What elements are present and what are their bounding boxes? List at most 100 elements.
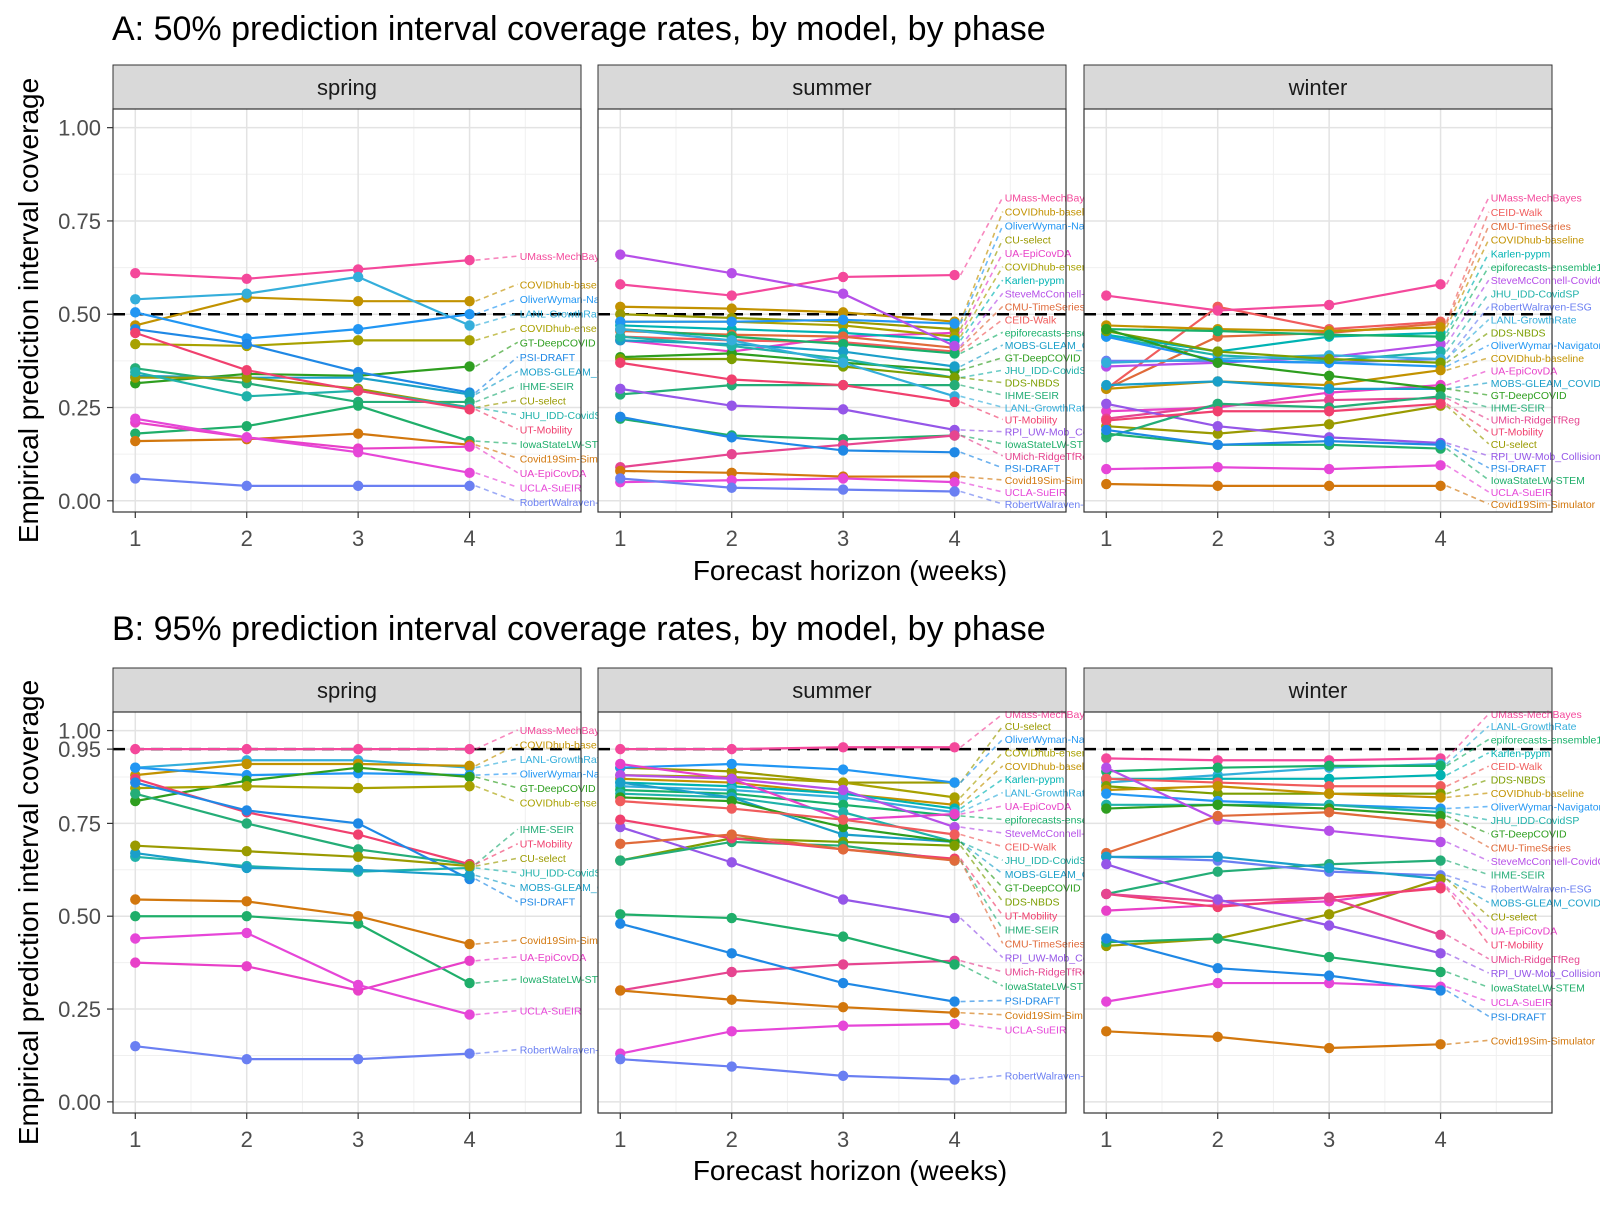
data-point-GT-DeepCOVID	[1101, 323, 1112, 335]
series-line-UT-Mobility	[134, 331, 470, 411]
series-line-IowaStateLW-STEM	[1106, 937, 1441, 973]
x-tick-label: 1	[1100, 526, 1112, 551]
data-point-COVIDhub-baseline	[464, 760, 475, 772]
label-leader	[960, 999, 1003, 1003]
y-tick-label-A: 0.00	[58, 489, 101, 514]
data-point-JHU_IDD-CovidSP	[837, 807, 849, 818]
label-leader	[1446, 752, 1490, 776]
data-point-GT-DeepCOVID	[1101, 803, 1112, 814]
series-label: COVIDhub-ensemble	[520, 323, 620, 335]
series-label: LANL-GrowthRate	[1005, 788, 1091, 800]
data-point-LANL-GrowthRate	[464, 320, 475, 331]
series-line-SteveMcConnell-CovidComplete	[1105, 766, 1441, 844]
label-leader	[959, 841, 1004, 889]
series-line-SteveMcConnell-CovidComplete	[1106, 342, 1441, 368]
label-leader	[960, 959, 1003, 973]
data-point-JHU_IDD-CovidSP	[1435, 346, 1446, 357]
label-leader	[475, 828, 519, 865]
series-line-UMich-RidgeTfReg	[620, 434, 955, 469]
data-point-UCLA-SuEIR	[837, 473, 849, 484]
label-leader	[1446, 388, 1489, 396]
data-point-RobertWalraven-ESG	[352, 1053, 364, 1065]
data-point-JHU_IDD-CovidSP	[130, 366, 141, 378]
data-point-DDS-NBDS	[1435, 357, 1446, 368]
x-tick-label: 2	[1212, 1127, 1224, 1152]
series-line-CEID-Walk	[620, 800, 955, 836]
series-line-IowaStateLW-STEM	[1106, 432, 1441, 450]
label-leader	[960, 434, 1004, 457]
data-point-OliverWyman-Navigator	[949, 777, 960, 788]
series-line-UT-Mobility	[1106, 887, 1441, 909]
series-line-RobertWalraven-ESG	[620, 1058, 955, 1081]
data-point-COVIDhub-baseline	[1435, 365, 1446, 376]
x-tick-label: 4	[463, 1127, 475, 1152]
series-label: UMich-RidgeTfReg	[1491, 954, 1580, 966]
label-leader	[960, 963, 1004, 987]
data-point-UCLA-SuEIR	[352, 447, 364, 458]
series-line-CU-select	[135, 844, 470, 868]
data-point-UMich-RidgeTfReg	[1101, 888, 1112, 900]
series-line-Covid19Sim-Simulator	[620, 989, 955, 1014]
series-line-PSI-DRAFT	[620, 415, 955, 454]
series-line-RPI_UW-Mob_Collision	[620, 387, 955, 431]
data-point-MOBS-GLEAM_COVID	[1323, 862, 1335, 874]
data-point-MOBS-GLEAM_COVID	[1212, 851, 1223, 863]
x-tick-label: 2	[726, 526, 738, 551]
series-label: COVIDhub-baseline	[1005, 761, 1099, 773]
series-line-Karlen-pypm	[620, 324, 955, 342]
data-point-MOBS-GLEAM_COVID	[241, 862, 252, 874]
data-point-RPI_UW-Mob_Collision	[615, 383, 626, 395]
data-point-RPI_UW-Mob_Collision	[726, 400, 737, 411]
x-tick-label: 2	[726, 1127, 738, 1152]
x-tick-label: 4	[948, 1127, 960, 1152]
series-label: RobertWalraven-ESG	[520, 1045, 621, 1057]
series-label: IHME-SEIR	[520, 381, 575, 393]
label-leader	[960, 1074, 1003, 1081]
series-label: UT-Mobility	[1491, 427, 1544, 439]
label-leader	[1446, 381, 1489, 390]
series-label: GT-DeepCOVID	[1005, 353, 1081, 365]
series-line-RPI_UW-Mob_Collision	[1105, 863, 1441, 955]
series-line-RPI_UW-Mob_Collision	[619, 826, 955, 920]
label-leader	[960, 451, 1003, 469]
series-label: UT-Mobility	[1491, 940, 1544, 952]
series-line-COVIDhub-baseline	[1106, 785, 1441, 799]
series-line-UCLA-SuEIR	[1106, 464, 1441, 471]
data-point-CU-select	[615, 309, 626, 320]
label-leader	[1446, 859, 1489, 876]
data-point-RobertWalraven-ESG	[615, 473, 626, 484]
series-label: COVIDhub-ensemble	[520, 797, 620, 809]
panel-border	[597, 108, 1067, 513]
data-point-Covid19Sim-Simulator	[949, 1007, 960, 1018]
label-leader	[960, 791, 1004, 813]
label-leader	[475, 444, 518, 460]
data-point-UT-Mobility	[1212, 406, 1223, 417]
label-leader	[475, 255, 518, 261]
series-line-Covid19Sim-Simulator	[135, 898, 470, 946]
series-label: CMU-TimeSeries	[1005, 938, 1085, 950]
label-leader	[1446, 405, 1490, 445]
label-leader	[1446, 1039, 1489, 1046]
label-leader	[959, 266, 1004, 338]
series-line-UCLA-SuEIR	[1106, 981, 1441, 1003]
label-leader	[960, 475, 1003, 481]
label-leader	[475, 406, 518, 416]
data-point-IHME-SEIR	[241, 818, 252, 829]
label-leader	[960, 344, 1004, 368]
series-label: UMich-RidgeTfReg	[1005, 967, 1094, 979]
facet-label-summer: summer	[792, 678, 871, 703]
label-leader	[475, 772, 518, 776]
data-point-RobertWalraven-ESG	[464, 1048, 475, 1059]
label-leader	[1445, 252, 1490, 334]
data-point-OliverWyman-Navigator	[464, 309, 475, 320]
y-tick-label-A: 0.75	[58, 209, 101, 234]
series-line-CU-select	[1106, 404, 1441, 435]
series-label: RPI_UW-Mob_Collision	[1491, 451, 1600, 463]
label-leader	[475, 743, 519, 767]
series-line-LANL-GrowthRate	[135, 275, 471, 327]
label-leader	[475, 758, 518, 769]
data-point-UA-EpiCovDA	[949, 808, 960, 820]
plot-background	[598, 109, 1066, 512]
series-label: CU-select	[1005, 721, 1051, 733]
data-point-IowaStateLW-STEM	[837, 931, 849, 942]
